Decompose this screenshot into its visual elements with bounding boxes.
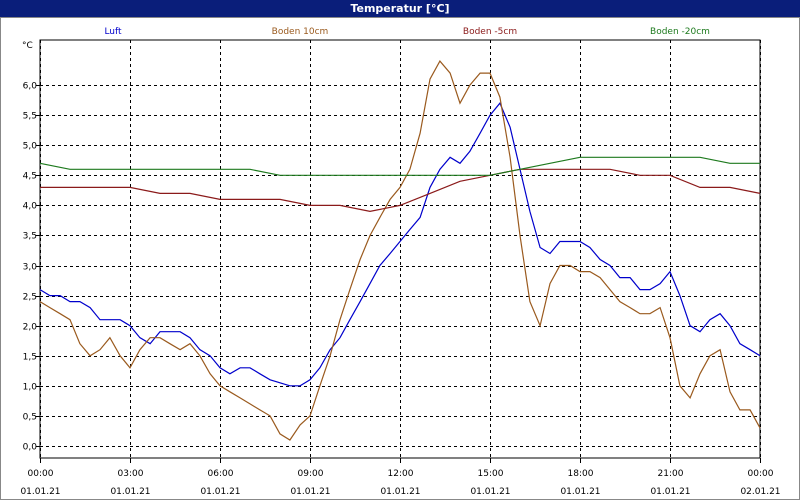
- y-tick-label: 1,5: [23, 353, 37, 363]
- x-axis-ticks: 00:00 01.01.21 03:00 01.01.21 06:00 01.01.21 0…: [20, 458, 781, 497]
- series-lines: [39, 60, 761, 441]
- series-line-1: [39, 102, 761, 387]
- x-tick-date-label: 02.01.21: [740, 487, 780, 497]
- x-tick-date-label: 01.01.21: [200, 487, 240, 497]
- y-tick-label: 4,5: [23, 172, 37, 182]
- x-tick-date-label: 01.01.21: [560, 487, 600, 497]
- x-tick-time-label: 03:00: [118, 469, 144, 479]
- x-tick-time-label: 18:00: [568, 469, 594, 479]
- y-tick-label: 1,0: [23, 383, 38, 393]
- y-axis-ticks: 0,0 0,5 1,0 1,5 2,0 2,5 3,0 3,5 4,0 4,5 5,0 5,5 6,0: [23, 82, 40, 453]
- x-tick-date-label: 01.01.21: [650, 487, 690, 497]
- x-tick-date-label: 01.01.21: [110, 487, 150, 497]
- x-tick-time-label: 06:00: [208, 469, 234, 479]
- y-tick-label: 5,0: [23, 142, 38, 152]
- x-tick-time-label: 00:00: [28, 469, 54, 479]
- y-tick-label: 6,0: [23, 82, 38, 92]
- x-tick-time-label: 12:00: [388, 469, 414, 479]
- x-tick-date-label: 01.01.21: [290, 487, 330, 497]
- y-tick-label: 2,0: [23, 323, 38, 333]
- legend-item-1: Luft: [104, 27, 122, 37]
- y-tick-label: 2,5: [23, 293, 37, 303]
- series-line-3: [40, 168, 761, 213]
- legend-item-2: Boden 10cm: [272, 27, 329, 37]
- y-axis-unit-label: °C: [22, 41, 33, 51]
- y-tick-label: 3,5: [23, 232, 37, 242]
- y-tick-label: 4,0: [23, 202, 38, 212]
- y-tick-label: 5,5: [23, 112, 37, 122]
- x-tick-date-label: 01.01.21: [470, 487, 510, 497]
- series-line-4: [39, 156, 760, 176]
- chart-grid: [39, 39, 761, 459]
- y-tick-label: 0,5: [23, 413, 37, 423]
- x-tick-time-label: 09:00: [298, 469, 324, 479]
- y-tick-label: 3,0: [23, 263, 38, 273]
- legend: Luft Boden 10cm Boden -5cm Boden -20cm: [104, 27, 710, 37]
- x-tick-time-label: 00:00: [748, 469, 774, 479]
- legend-item-4: Boden -20cm: [650, 27, 710, 37]
- chart-title: Temperatur [°C]: [0, 0, 800, 17]
- series-line-2: [39, 60, 761, 441]
- x-tick-date-label: 01.01.21: [380, 487, 420, 497]
- x-tick-date-label: 01.01.21: [20, 487, 60, 497]
- x-tick-time-label: 15:00: [478, 469, 504, 479]
- legend-item-3: Boden -5cm: [463, 27, 517, 37]
- x-tick-time-label: 21:00: [658, 469, 684, 479]
- y-tick-label: 0,0: [23, 443, 38, 453]
